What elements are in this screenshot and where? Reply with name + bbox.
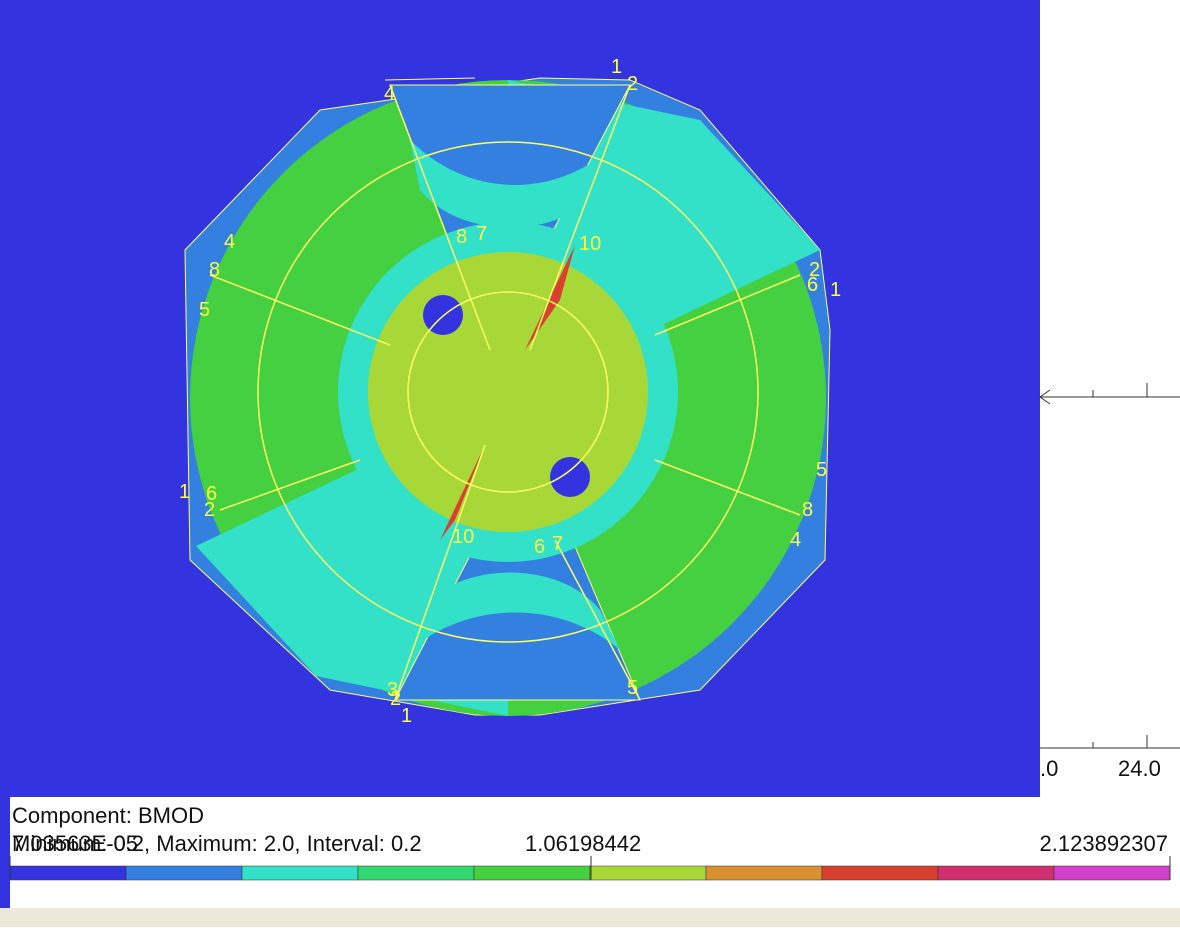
legend: Component: BMOD 7.03563E-05 Minimum: 0.2… — [12, 803, 1168, 856]
contour-label: 8 — [802, 499, 813, 521]
rotor — [368, 252, 648, 532]
hole — [423, 295, 463, 335]
colorbar-segment — [589, 865, 707, 881]
hole — [550, 457, 590, 497]
contour-label: 10 — [452, 526, 474, 548]
contour-label: 2 — [390, 688, 401, 710]
contour-label: 6 — [206, 483, 217, 505]
contour-label: 1 — [611, 56, 622, 78]
contour-label: 10 — [579, 233, 601, 255]
mid-value: 1.06198442 — [525, 831, 641, 856]
contour-label: 6 — [534, 536, 545, 558]
colorbar — [9, 856, 1171, 881]
contour-label: 4 — [790, 529, 801, 551]
colorbar-segment — [821, 865, 939, 881]
contour-label: 5 — [627, 677, 638, 699]
contour-label: 1 — [401, 705, 412, 727]
contour-label: 8 — [456, 226, 467, 248]
contour-label: 5 — [199, 299, 210, 321]
colorbar-segment — [241, 865, 359, 881]
colorbar-segment — [937, 865, 1055, 881]
colorbar-segment — [9, 865, 127, 881]
contour-label: 7 — [552, 533, 563, 555]
contour-label: 1 — [179, 481, 190, 503]
range-text: Minimum: 0.2, Maximum: 2.0, Interval: 0.… — [12, 831, 422, 856]
contour-label: 2 — [809, 259, 820, 281]
component-label: Component: BMOD — [12, 803, 204, 828]
contour-label: 6 — [807, 274, 818, 296]
colorbar-segment — [125, 865, 243, 881]
colorbar-segment — [705, 865, 823, 881]
legend-panel — [10, 797, 1180, 908]
contour-label: 5 — [816, 459, 827, 481]
axis-label: 24.0 — [1118, 756, 1161, 781]
max-value: 2.123892307 — [1040, 831, 1168, 856]
contour-label: 4 — [384, 83, 395, 105]
teal-zone — [196, 80, 820, 716]
minimum-value: 7.03563E-05 — [12, 831, 138, 856]
contour-label: 3 — [387, 679, 398, 701]
contour-label: 2 — [204, 499, 215, 521]
side-panel — [1040, 0, 1180, 797]
axis-label: .0 — [1040, 756, 1058, 781]
contour-lines — [209, 84, 801, 701]
contour-model — [184, 77, 831, 716]
status-bar — [0, 908, 1180, 927]
contour-label: 1 — [830, 279, 841, 301]
contour-label: 7 — [476, 223, 487, 245]
contour-label: 2 — [627, 73, 638, 95]
colorbar-segment — [357, 865, 475, 881]
side-axis — [1039, 383, 1180, 749]
contour-label: 4 — [224, 231, 235, 253]
colorbar-segment — [1053, 865, 1171, 881]
colorbar-segment — [473, 865, 591, 881]
contour-label: 8 — [209, 259, 220, 281]
